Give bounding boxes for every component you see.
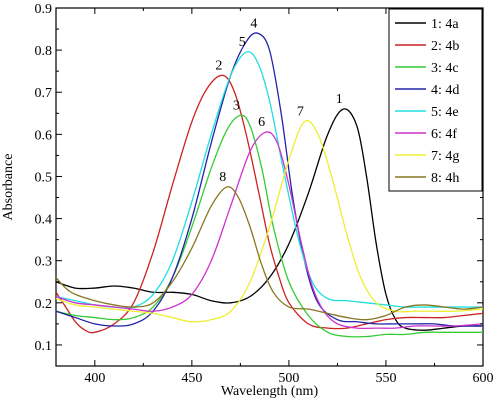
x-tick-label: 500 [278,371,299,386]
x-tick-label: 450 [181,371,202,386]
curve-label-1: 1 [336,92,343,107]
legend: 1: 4a 2: 4b 3: 4c 4: 4d 5: 4e 6: 4f 7: 4g 8: 4h [388,8,483,192]
series-line-7 [55,119,484,323]
legend-label-7: 7: 4g [431,149,459,164]
series-line-6 [55,131,484,330]
legend-label-8: 8: 4h [431,171,459,186]
y-tick-label: 0.5 [35,170,53,185]
ticks-layer: 400 450 500 550 600 0.1 0.2 0.3 0.4 0.5 0.6 0.7 0.8 0… [35,2,494,386]
series-line-8 [55,186,484,321]
legend-label-1: 1: 4a [431,17,459,32]
curve-label-6: 6 [258,115,265,130]
y-tick-label: 0.8 [35,44,53,59]
y-tick-label: 0.1 [35,339,53,354]
x-axis-title: Wavelength (nm) [221,384,319,399]
curves-layer [55,32,484,338]
y-axis-title: Absorbance [1,154,16,221]
legend-label-2: 2: 4b [431,39,459,54]
plot-frame [55,7,484,367]
curve-label-7: 7 [297,105,304,120]
legend-label-5: 5: 4e [431,105,459,120]
legend-box [388,8,483,192]
legend-label-6: 6: 4f [431,127,457,142]
legend-label-4: 4: 4d [431,83,459,98]
curve-label-4: 4 [250,16,257,31]
y-tick-label: 0.7 [35,86,53,101]
curve-label-8: 8 [219,170,226,185]
series-line-4 [55,32,484,327]
curve-label-2: 2 [215,58,222,73]
curve-labels-layer: 1 2 3 45 6 7 8 [215,16,342,185]
legend-label-3: 3: 4c [431,61,459,76]
y-tick-label: 0.9 [35,2,53,17]
x-tick-label: 550 [375,371,396,386]
series-line-3 [55,114,483,338]
curve-label-3: 3 [233,98,240,113]
y-tick-label: 0.6 [35,128,53,143]
x-tick-label: 600 [473,371,494,386]
curve-label-5: 5 [239,35,246,50]
series-line-2 [55,74,484,334]
x-tick-label: 400 [84,371,105,386]
y-tick-label: 0.4 [35,213,53,228]
y-tick-label: 0.3 [35,255,53,270]
y-tick-label: 0.2 [35,297,53,312]
